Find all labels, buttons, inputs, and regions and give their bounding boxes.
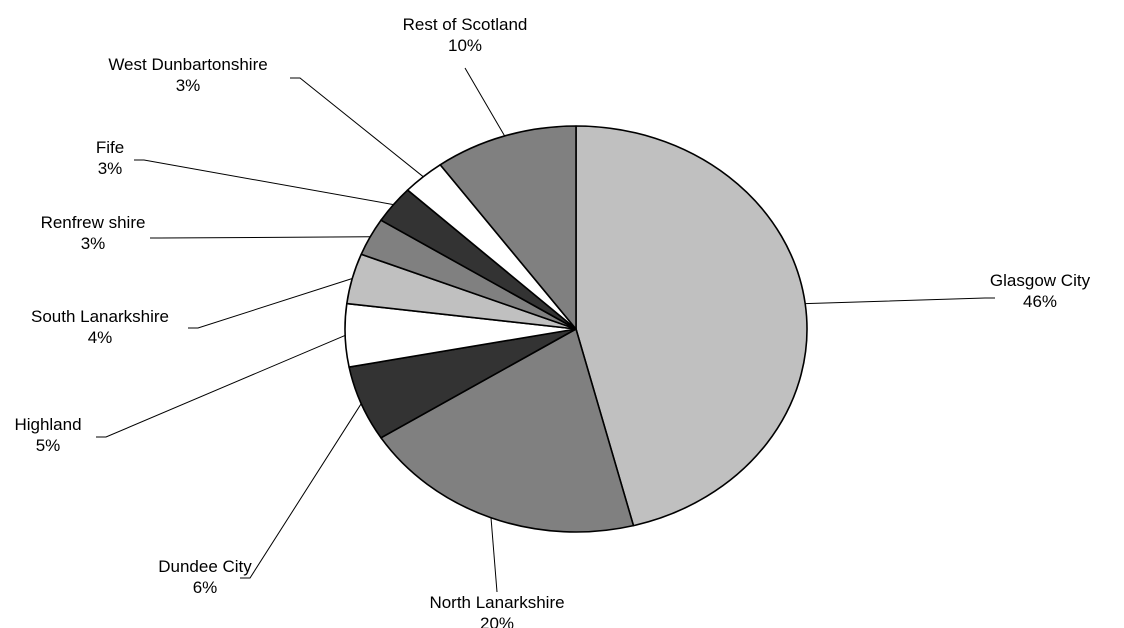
slice-percent-8: 10% xyxy=(448,36,482,55)
leader-line-5 xyxy=(150,236,371,239)
slice-label-5: Renfrew shire xyxy=(41,213,146,232)
slices-layer xyxy=(344,125,808,533)
slice-label-1: North Lanarkshire xyxy=(429,593,564,612)
slice-percent-4: 4% xyxy=(88,328,113,347)
slice-label-7: West Dunbartonshire xyxy=(108,55,267,74)
leader-line-4 xyxy=(188,278,353,329)
slice-percent-7: 3% xyxy=(176,76,201,95)
slice-percent-1: 20% xyxy=(480,614,514,628)
slice-label-0: Glasgow City xyxy=(990,271,1091,290)
slice-label-3: Highland xyxy=(14,415,81,434)
pie-slice-8 xyxy=(439,125,577,330)
leader-line-7 xyxy=(290,77,424,178)
leader-line-0 xyxy=(805,297,995,305)
slice-percent-2: 6% xyxy=(193,578,218,597)
leader-line-8 xyxy=(464,67,506,137)
leader-line-1 xyxy=(490,517,498,593)
slice-percent-0: 46% xyxy=(1023,292,1057,311)
pie-slice-1 xyxy=(380,328,635,533)
leader-lines-layer xyxy=(96,67,995,593)
leader-line-3 xyxy=(96,334,346,438)
slice-percent-5: 3% xyxy=(81,234,106,253)
slice-label-4: South Lanarkshire xyxy=(31,307,169,326)
leader-line-2 xyxy=(240,403,362,579)
labels-layer: Glasgow City 46% North Lanarkshire 20% Dunde… xyxy=(14,15,1090,628)
slice-percent-6: 3% xyxy=(98,159,123,178)
slice-label-2: Dundee City xyxy=(158,557,252,576)
pie-slice-0 xyxy=(575,125,808,527)
slice-label-8: Rest of Scotland xyxy=(403,15,528,34)
slice-label-6: Fife xyxy=(96,138,124,157)
leader-line-6 xyxy=(134,159,394,206)
slice-percent-3: 5% xyxy=(36,436,61,455)
